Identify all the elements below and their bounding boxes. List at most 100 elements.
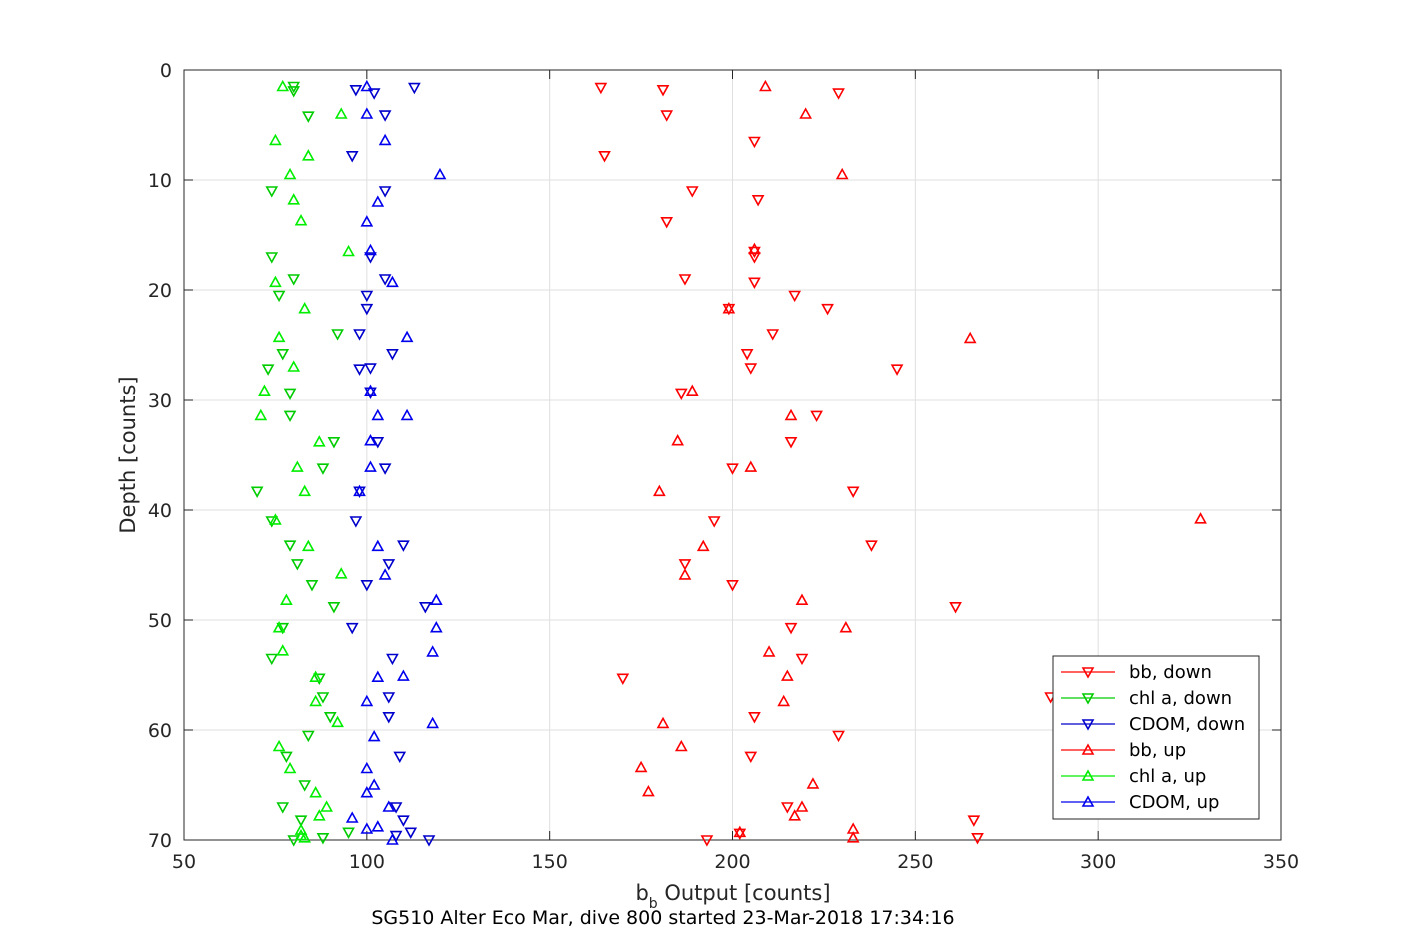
data-point xyxy=(367,88,381,100)
data-point xyxy=(400,330,414,343)
data-point xyxy=(261,364,275,376)
data-point xyxy=(301,111,315,123)
data-point xyxy=(283,761,297,774)
data-point xyxy=(963,331,977,344)
data-point xyxy=(327,436,341,449)
data-point xyxy=(364,252,377,264)
data-point xyxy=(404,827,418,839)
legend-item: bb, down xyxy=(1061,662,1212,683)
data-point xyxy=(342,827,355,839)
data-point xyxy=(740,348,754,361)
series-4 xyxy=(254,79,355,843)
data-point xyxy=(349,516,363,528)
data-point xyxy=(265,186,279,198)
data-point xyxy=(345,151,359,163)
data-point xyxy=(788,290,802,303)
data-point xyxy=(642,784,655,797)
data-point xyxy=(832,730,845,743)
x-tick-label: 100 xyxy=(349,851,385,873)
data-point xyxy=(700,835,714,847)
data-point xyxy=(784,622,798,635)
data-point xyxy=(334,107,348,119)
data-point xyxy=(360,694,374,707)
data-point xyxy=(744,363,758,375)
data-point xyxy=(890,364,904,376)
data-point xyxy=(733,825,747,838)
x-tick-label: 350 xyxy=(1263,851,1299,873)
data-point xyxy=(327,601,341,614)
data-point xyxy=(287,274,301,286)
data-point xyxy=(301,730,315,743)
data-point xyxy=(726,579,739,592)
legend-label: chl a, up xyxy=(1129,766,1206,787)
data-point xyxy=(795,593,809,606)
data-point xyxy=(305,579,319,592)
data-point xyxy=(751,195,765,207)
data-point xyxy=(309,694,322,707)
legend-entries: bb, down chl a, down CDOM, down bb, up chl a… xyxy=(1061,662,1245,813)
data-point xyxy=(371,195,385,207)
y-tick-label: 50 xyxy=(148,610,172,632)
data-point xyxy=(364,243,377,256)
data-point xyxy=(616,673,630,685)
data-point xyxy=(283,540,297,552)
data-point xyxy=(656,716,670,729)
data-point xyxy=(660,110,674,122)
data-point xyxy=(309,786,322,798)
data-point xyxy=(269,513,282,525)
data-point xyxy=(287,86,301,98)
data-point xyxy=(353,364,366,376)
x-axis-label: bb Output [counts] xyxy=(635,881,830,912)
data-point xyxy=(360,822,374,834)
data-point xyxy=(265,653,279,666)
data-point xyxy=(364,363,377,375)
data-point xyxy=(382,692,396,704)
data-point xyxy=(744,751,758,764)
data-point xyxy=(397,815,410,827)
series-1 xyxy=(250,81,355,847)
data-point xyxy=(323,711,337,724)
data-point xyxy=(795,653,809,666)
data-point xyxy=(748,136,761,149)
data-point xyxy=(949,601,962,614)
data-point xyxy=(301,539,315,552)
data-point xyxy=(334,567,348,579)
data-point xyxy=(726,463,739,475)
legend-marker xyxy=(1081,667,1095,679)
data-point xyxy=(400,408,414,421)
data-point xyxy=(433,167,447,180)
data-point xyxy=(806,777,820,789)
data-point xyxy=(287,193,301,205)
data-point xyxy=(408,82,421,95)
data-point xyxy=(393,751,407,764)
data-point xyxy=(353,329,366,341)
x-tick-label: 200 xyxy=(714,851,750,873)
data-point xyxy=(353,484,366,497)
data-point xyxy=(429,593,443,606)
data-point xyxy=(378,463,392,475)
data-point xyxy=(759,79,772,92)
data-point xyxy=(272,290,286,303)
data-point xyxy=(309,670,322,683)
legend-label: CDOM, up xyxy=(1129,792,1219,813)
data-point xyxy=(653,484,666,497)
data-point xyxy=(371,670,385,683)
data-point xyxy=(378,568,392,580)
y-tick-label: 60 xyxy=(148,720,172,742)
data-point xyxy=(386,348,399,361)
y-tick-label: 20 xyxy=(148,280,172,302)
data-point xyxy=(294,214,308,226)
legend-label: chl a, down xyxy=(1129,688,1232,709)
data-point xyxy=(971,832,984,845)
data-point xyxy=(298,302,312,314)
data-point xyxy=(276,802,290,814)
data-point xyxy=(272,330,286,343)
data-point xyxy=(298,780,312,792)
data-point xyxy=(426,716,440,729)
legend-marker xyxy=(1081,693,1095,705)
data-point xyxy=(316,692,330,704)
data-point xyxy=(371,408,385,421)
data-point xyxy=(250,486,264,498)
data-point xyxy=(276,622,290,635)
y-tick-label: 0 xyxy=(160,60,172,82)
